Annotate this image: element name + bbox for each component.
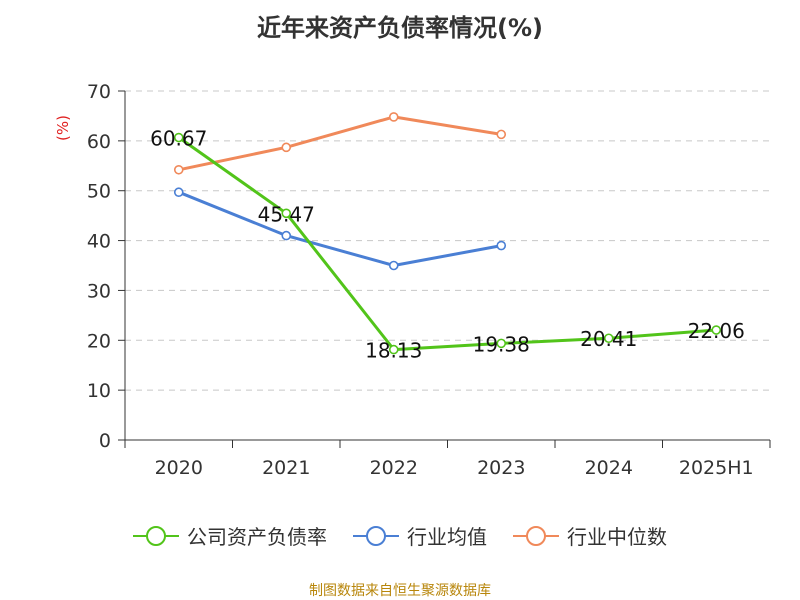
x-tick-label: 2021 <box>262 457 310 479</box>
data-point-2 <box>281 142 292 153</box>
data-point-1 <box>173 187 184 198</box>
data-point-0 <box>173 132 184 143</box>
legend-label: 公司资产负债率 <box>187 525 327 549</box>
x-tick-label: 2023 <box>477 457 525 479</box>
legend-label: 行业中位数 <box>567 525 667 549</box>
data-label: 45.47 <box>258 202 315 226</box>
legend-swatch-icon <box>353 525 399 546</box>
chart-title: 近年来资产负债率情况(%) <box>257 14 543 42</box>
data-point-0 <box>388 344 399 355</box>
data-label: 60.67 <box>150 127 207 151</box>
legend-label: 行业均值 <box>407 525 487 549</box>
y-tick-label: 30 <box>87 280 111 302</box>
data-point-0 <box>711 325 722 335</box>
y-axis-label: (%) <box>54 115 72 141</box>
legend: 公司资产负债率 行业均值 行业中位数 <box>0 521 800 550</box>
x-tick-label: 2020 <box>155 457 203 479</box>
y-tick-label: 10 <box>87 380 111 402</box>
data-point-0 <box>496 338 507 349</box>
legend-swatch-marker <box>526 525 546 546</box>
y-tick-label: 0 <box>99 430 111 452</box>
data-point-1 <box>281 230 292 241</box>
legend-swatch-icon <box>133 525 179 546</box>
data-point-1 <box>388 260 399 271</box>
source-note: 制图数据来自恒生聚源数据库 <box>309 583 491 599</box>
grid-layer <box>125 90 770 391</box>
legend-swatch-icon <box>513 525 559 546</box>
axis-layer: 0 10 20 30 40 50 60 70 (%) 2020 2021 2022 2023 2024 20… <box>54 81 771 479</box>
data-label: 18.13 <box>365 339 422 363</box>
legend-swatch-marker <box>146 525 166 546</box>
y-tick-label: 50 <box>87 181 111 203</box>
data-point-1 <box>496 240 507 251</box>
series-line-1 <box>178 190 502 267</box>
y-tick-label: 70 <box>87 81 111 103</box>
series-layer <box>173 112 722 355</box>
y-tick-label: 60 <box>87 131 111 153</box>
series-line-0 <box>177 136 717 352</box>
legend-item-0[interactable]: 公司资产负债率 <box>133 521 327 550</box>
data-point-2 <box>388 112 399 122</box>
x-tick-label: 2025H1 <box>679 457 754 479</box>
data-label-layer: 60.67 45.47 18.13 19.38 20.41 22.06 <box>150 127 745 363</box>
y-tick-label: 40 <box>87 231 111 253</box>
legend-item-2[interactable]: 行业中位数 <box>513 521 667 550</box>
series-line-2 <box>178 115 502 172</box>
legend-swatch-marker <box>366 525 386 546</box>
data-point-2 <box>173 164 184 175</box>
data-point-0 <box>603 333 614 344</box>
data-point-0 <box>281 208 292 219</box>
data-label: 19.38 <box>473 332 530 356</box>
x-tick-label: 2022 <box>370 457 418 479</box>
y-tick-label: 20 <box>87 330 111 352</box>
legend-item-1[interactable]: 行业均值 <box>353 521 487 550</box>
data-label: 20.41 <box>580 327 637 351</box>
data-point-2 <box>496 129 507 140</box>
data-label: 22.06 <box>688 319 745 343</box>
x-tick-label: 2024 <box>585 457 633 479</box>
